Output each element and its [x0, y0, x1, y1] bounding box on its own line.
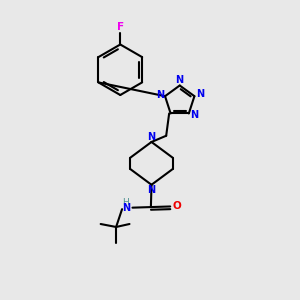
Text: N: N: [190, 110, 198, 120]
Text: H: H: [123, 198, 129, 207]
Text: O: O: [172, 202, 181, 212]
Text: N: N: [156, 90, 164, 100]
Text: N: N: [122, 203, 130, 213]
Text: N: N: [196, 89, 204, 99]
Text: N: N: [147, 185, 155, 195]
Text: N: N: [176, 75, 184, 85]
Text: F: F: [117, 22, 124, 32]
Text: N: N: [147, 132, 155, 142]
